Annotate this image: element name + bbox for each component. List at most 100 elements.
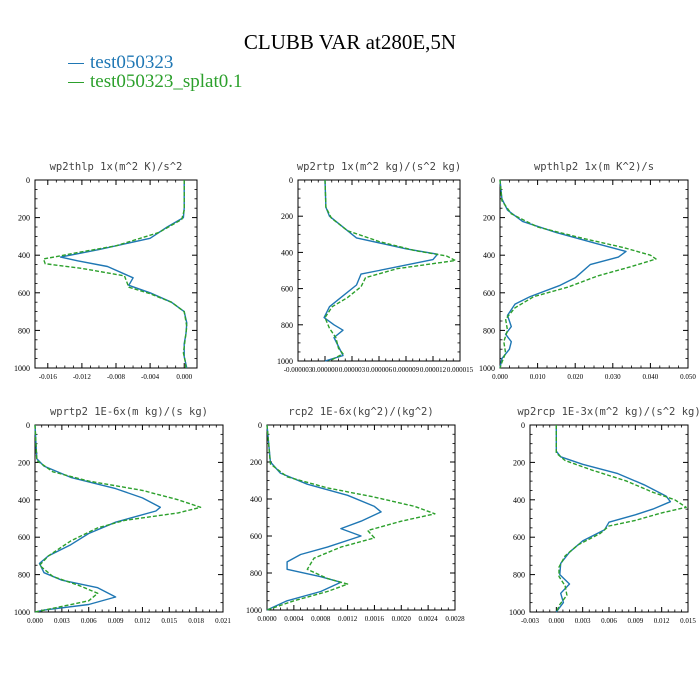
chart-title: wp2rcp 1E-3x(m^2 kg)/(s^2 kg) <box>517 406 700 418</box>
x-tick-label: 0.021 <box>215 617 231 625</box>
x-tick-label: 0.000 <box>548 617 564 625</box>
chart-panel: wp2thlp 1x(m^2 K)/s^2 0 200 400 600 800 1000 -0… <box>14 161 198 381</box>
y-tick-label: 800 <box>18 571 30 580</box>
legend-label: test050323_splat0.1 <box>90 71 243 92</box>
y-tick-label: 1000 <box>14 608 30 617</box>
x-tick-label: 0.012 <box>654 617 670 625</box>
x-tick-label: 0.015 <box>161 617 177 625</box>
legend-line-icon <box>68 82 84 84</box>
y-tick-label: 600 <box>483 289 495 298</box>
y-tick-label: 600 <box>513 533 525 542</box>
plot-frame <box>266 424 456 611</box>
y-tick-label: 200 <box>18 458 30 467</box>
x-tick-label: 0.0004 <box>284 615 304 623</box>
x-tick-label: 0.015 <box>680 617 696 625</box>
x-tick-label: 0.006 <box>601 617 617 625</box>
series-line-splat <box>324 179 457 362</box>
y-tick-label: 800 <box>281 321 293 330</box>
y-tick-label: 0 <box>26 176 30 185</box>
series-line-splat <box>555 425 687 613</box>
x-tick-label: 0.010 <box>530 373 546 381</box>
x-tick-label: 0.000003 <box>339 366 366 374</box>
chart-title: wp2rtp 1x(m^2 kg)/(s^2 kg) <box>297 161 461 173</box>
legend-item-splat: test050323_splat0.1 <box>68 71 243 93</box>
chart-panel: wp2rcp 1E-3x(m^2 kg)/(s^2 kg) 0 200 400 600 8… <box>509 406 700 625</box>
series-line-splat <box>42 180 188 369</box>
y-tick-label: 1000 <box>479 364 495 373</box>
y-tick-label: 800 <box>513 571 525 580</box>
chart-panel: rcp2 1E-6x(kg^2)/(kg^2) 0 200 400 600 800 1000… <box>246 406 465 623</box>
x-tick-label: 0.0024 <box>419 615 439 623</box>
legend-line-icon <box>68 63 84 65</box>
y-tick-label: 400 <box>513 496 525 505</box>
series-line-test <box>34 424 162 613</box>
x-tick-label: 0.050 <box>680 373 696 381</box>
y-tick-label: 0 <box>258 421 262 430</box>
x-tick-label: 0.000012 <box>420 366 447 374</box>
x-tick-label: 0.000006 <box>366 366 393 374</box>
y-tick-label: 800 <box>483 326 495 335</box>
y-tick-label: 800 <box>18 326 30 335</box>
y-tick-label: 200 <box>483 214 495 223</box>
series-line-test <box>59 180 188 369</box>
plot-frame <box>499 179 689 369</box>
y-tick-label: 400 <box>18 496 30 505</box>
x-tick-label: 0.003 <box>575 617 591 625</box>
y-tick-label: 200 <box>281 212 293 221</box>
y-tick-label: 1000 <box>509 608 525 617</box>
x-tick-label: 0.0028 <box>445 615 465 623</box>
y-tick-label: 600 <box>18 533 30 542</box>
series-line-splat <box>499 179 657 369</box>
chart-title: rcp2 1E-6x(kg^2)/(kg^2) <box>288 406 433 418</box>
x-tick-label: 0.009 <box>108 617 124 625</box>
x-tick-label: -0.004 <box>141 373 160 381</box>
x-tick-label: -0.000003 <box>284 366 313 374</box>
x-tick-label: 0.000 <box>176 373 192 381</box>
y-tick-label: 200 <box>513 458 525 467</box>
page-title: CLUBB VAR at280E,5N <box>243 30 457 54</box>
y-tick-label: 1000 <box>277 357 293 366</box>
x-tick-label: -0.008 <box>107 373 126 381</box>
x-tick-label: -0.012 <box>73 373 92 381</box>
chart-title: wp2thlp 1x(m^2 K)/s^2 <box>50 161 183 173</box>
y-tick-label: 600 <box>250 532 262 541</box>
series-line-splat <box>34 424 202 613</box>
x-tick-label: 0.0016 <box>365 615 385 623</box>
x-tick-label: 0.012 <box>135 617 151 625</box>
y-tick-label: 1000 <box>246 606 262 615</box>
y-tick-label: 600 <box>281 285 293 294</box>
x-tick-label: 0.006 <box>81 617 97 625</box>
x-tick-label: 0.000 <box>492 373 508 381</box>
chart-panel: wpthlp2 1x(m K^2)/s 0 200 400 600 800 10000.00… <box>479 161 696 381</box>
x-tick-label: -0.003 <box>521 617 540 625</box>
chart-title: wpthlp2 1x(m K^2)/s <box>534 161 654 173</box>
x-tick-label: 0.009 <box>627 617 643 625</box>
y-tick-label: 0 <box>491 176 495 185</box>
legend-label: test050323 <box>90 52 174 73</box>
series-line-test <box>499 179 627 369</box>
x-tick-label: 0.003 <box>54 617 70 625</box>
x-tick-label: 0.000000 <box>312 366 339 374</box>
x-tick-label: -0.016 <box>39 373 58 381</box>
x-tick-label: 0.020 <box>567 373 583 381</box>
plot-frame <box>529 424 689 613</box>
x-tick-label: 0.000 <box>27 617 43 625</box>
x-tick-label: 0.030 <box>605 373 621 381</box>
x-tick-label: 0.040 <box>643 373 659 381</box>
x-tick-label: 0.018 <box>188 617 204 625</box>
chart-title: wprtp2 1E-6x(m kg)/(s kg) <box>50 406 208 418</box>
series-line-test <box>323 179 439 362</box>
y-tick-label: 400 <box>483 251 495 260</box>
y-tick-label: 1000 <box>14 364 30 373</box>
x-tick-label: 0.000015 <box>447 366 474 374</box>
y-tick-label: 400 <box>250 495 262 504</box>
series-line-test <box>555 425 672 613</box>
x-tick-label: 0.0012 <box>338 615 358 623</box>
y-tick-label: 0 <box>26 421 30 430</box>
x-tick-label: 0.0020 <box>392 615 412 623</box>
y-tick-label: 0 <box>521 421 525 430</box>
y-tick-label: 400 <box>281 248 293 257</box>
x-tick-label: 0.0000 <box>257 615 277 623</box>
x-tick-label: 0.000009 <box>393 366 420 374</box>
